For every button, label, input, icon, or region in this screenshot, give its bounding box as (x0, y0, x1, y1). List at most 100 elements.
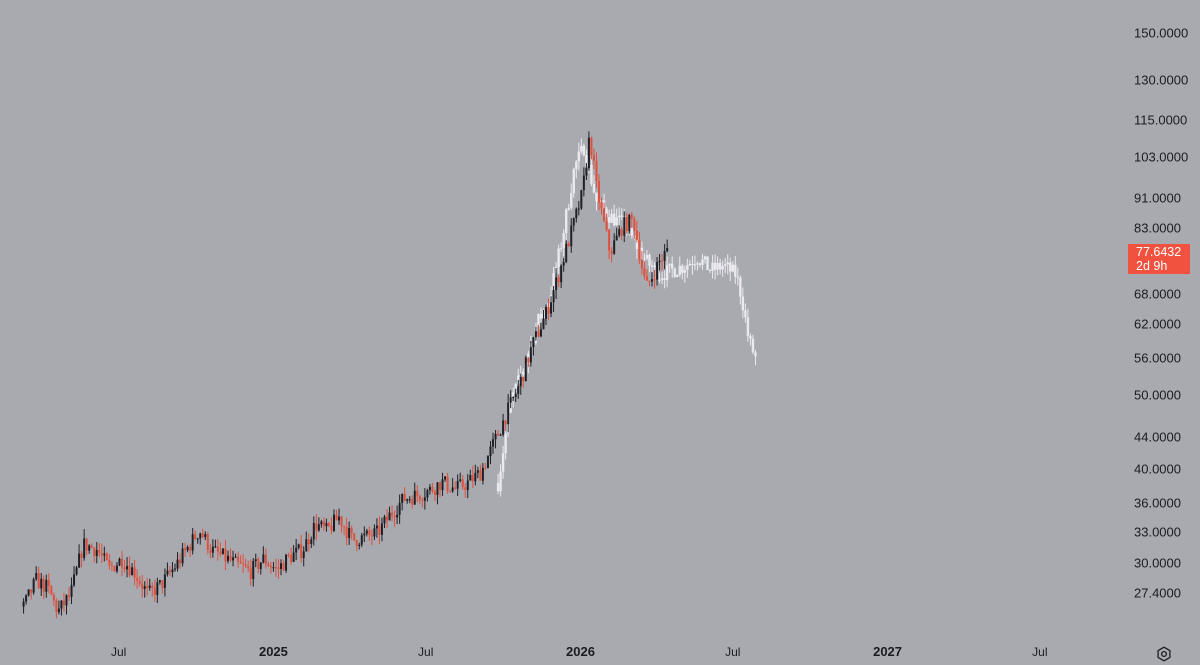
candle-body (557, 248, 560, 268)
candle (449, 490, 452, 493)
candle-body (401, 493, 404, 503)
candle (22, 598, 25, 614)
price-tick-label: 27.4000 (1134, 585, 1181, 601)
candle (345, 518, 348, 546)
candle-body (570, 225, 573, 247)
candle-body (481, 467, 484, 481)
projection-candle (691, 256, 694, 275)
candle-body (269, 566, 272, 568)
candle-body (428, 486, 431, 491)
candle-body (234, 556, 237, 558)
candle (428, 484, 431, 495)
candle (373, 524, 376, 540)
candle (408, 496, 411, 504)
candle (532, 336, 535, 356)
candle-body (123, 567, 126, 570)
candle (300, 534, 303, 563)
candle-body (199, 533, 202, 539)
candle-body (688, 263, 692, 266)
candle (239, 555, 242, 565)
candle (474, 464, 477, 486)
candle-body (449, 490, 452, 492)
candle-body (656, 262, 659, 280)
candle-body (613, 240, 616, 254)
projection-candle (673, 267, 676, 278)
candle-body (567, 243, 570, 247)
candle (522, 376, 525, 388)
candle-body (529, 347, 532, 363)
candle (335, 509, 338, 521)
projection-candle (557, 244, 560, 275)
candle-body (302, 551, 305, 559)
candle-body (55, 600, 58, 613)
candle (196, 537, 199, 544)
candle (65, 594, 68, 615)
candle-body (590, 137, 593, 156)
candle (355, 539, 358, 552)
candle (613, 233, 616, 255)
candle (651, 272, 654, 287)
gear-icon[interactable] (1156, 646, 1172, 662)
candle-body (592, 183, 596, 193)
projection-candle (729, 257, 732, 282)
candle (166, 562, 169, 577)
candle (249, 559, 252, 586)
candle-body (93, 547, 96, 557)
candle (153, 579, 156, 602)
candle (353, 533, 356, 542)
candle-body (492, 439, 495, 447)
candle (118, 557, 121, 566)
candle-body (90, 545, 93, 548)
candle-body (368, 530, 371, 535)
candle (383, 514, 386, 529)
candle-body (98, 549, 101, 554)
candle-body (703, 256, 707, 260)
candle (461, 475, 464, 490)
candle-body (105, 553, 108, 561)
candle-body (539, 329, 542, 337)
projection-candle (736, 267, 740, 286)
candle-body (489, 446, 492, 457)
projection-candle (501, 445, 505, 480)
candle-body (527, 357, 530, 363)
candle-body (161, 580, 164, 588)
candle (141, 575, 144, 598)
candle (433, 489, 436, 502)
candle-body (582, 145, 586, 156)
candle-body (444, 476, 447, 480)
candle-body (37, 573, 40, 589)
candle (560, 264, 563, 289)
candle-body (297, 544, 300, 548)
candle-body (343, 526, 346, 528)
candle-body (57, 608, 60, 613)
candle-body (658, 260, 661, 263)
candle (469, 469, 472, 481)
candle-body (171, 569, 174, 573)
candle-body (691, 263, 694, 265)
candle (489, 440, 492, 465)
candle (252, 557, 255, 587)
price-tick-label: 68.0000 (1134, 286, 1181, 302)
candle-body (545, 306, 548, 319)
candle (605, 213, 608, 233)
candle (479, 464, 482, 481)
projection-candle (708, 269, 712, 274)
candle (406, 498, 409, 504)
candle (502, 413, 505, 437)
candle-body (676, 274, 679, 278)
candle (444, 476, 447, 482)
candle (423, 487, 426, 510)
candle (595, 152, 598, 189)
candle-body (373, 528, 376, 537)
candle (630, 212, 633, 229)
candle-body (494, 433, 497, 440)
candle-body (257, 559, 260, 569)
projection-candle (741, 287, 745, 319)
candle-body (456, 480, 459, 489)
candle (272, 561, 275, 572)
candle (95, 542, 98, 564)
candle (378, 516, 381, 545)
projection-candle (678, 256, 681, 277)
